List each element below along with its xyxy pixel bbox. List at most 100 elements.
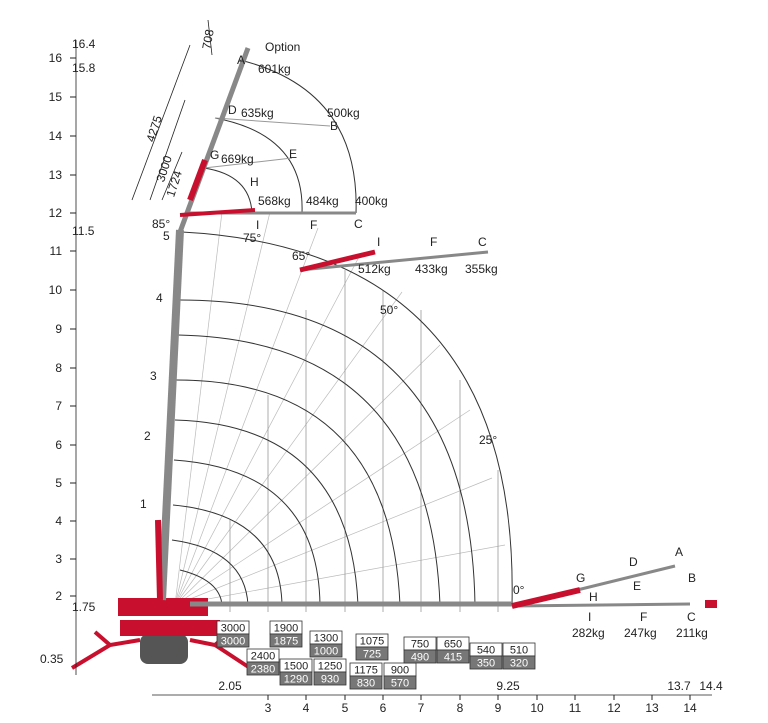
x-tick-13: 13: [645, 701, 659, 715]
fly-jib-upper-cap-2: 500kg: [327, 106, 360, 120]
fly-jib-upper-cap-4: 568kg: [258, 194, 291, 208]
y-tick-3: 3: [55, 552, 62, 566]
capacity-top-2: 1900: [274, 623, 298, 635]
x-tick-labels: 3 4 5 6 7 8 9 10 11 12 13 14: [265, 695, 697, 715]
angle-0: 85°: [152, 217, 170, 231]
y-tick-8: 8: [55, 361, 62, 375]
y-tick-6: 6: [55, 438, 62, 452]
y-tick-7: 7: [55, 399, 62, 413]
point-F-2: F: [640, 610, 647, 624]
point-H-1: H: [589, 590, 598, 604]
point-C-1: C: [478, 235, 487, 249]
angle-4: 25°: [479, 433, 497, 447]
x-tick-3: 3: [265, 701, 272, 715]
y-special-1: 15.8: [72, 61, 96, 75]
capacity-top-7: 1175: [354, 665, 378, 677]
fly-jib-mid-cap-0: 512kg: [358, 262, 391, 276]
point-E-0: E: [289, 147, 297, 161]
point-I-1: I: [377, 235, 380, 249]
dimension-708: 708: [199, 28, 216, 50]
fly-jib-lower-cap-2: 211kg: [676, 626, 708, 640]
point-F-1: F: [430, 235, 437, 249]
fly-jib-upper-cap-6: 400kg: [355, 194, 388, 208]
point-I-0: I: [256, 218, 259, 232]
option-label: Option: [265, 40, 300, 54]
y-special-3: 1.75: [72, 600, 96, 614]
capacity-bottom-11: 350: [477, 658, 495, 670]
fly-jib-arcs: [185, 59, 357, 214]
point-C-0: C: [354, 217, 363, 231]
y-tick-14: 14: [49, 129, 63, 143]
slewing-base: [118, 598, 208, 616]
point-4-0: 4: [156, 291, 163, 305]
angle-2: 65°: [292, 249, 310, 263]
fly-jib-raised: [177, 47, 251, 233]
point-H-0: H: [250, 175, 259, 189]
x-special-2: 13.7: [667, 679, 691, 693]
x-special-labels: 2.05 9.25 13.7 14.4: [218, 679, 723, 693]
point-B-0: B: [330, 119, 338, 133]
y-special-labels: 16.4 15.8 11.5 1.75 0.35: [40, 37, 96, 666]
capacity-top-10: 650: [444, 639, 462, 651]
capacity-top-0: 3000: [221, 623, 245, 635]
angle-1: 75°: [243, 231, 261, 245]
x-special-0: 2.05: [218, 679, 242, 693]
point-G-1: G: [576, 571, 585, 585]
main-boom: [158, 229, 184, 601]
point-A-0: A: [237, 53, 245, 67]
y-special-0: 16.4: [72, 37, 96, 51]
capacity-labels: 601kg 635kg 500kg 669kg 568kg 484kg 400kg 512kg…: [221, 62, 708, 640]
capacity-top-5: 1250: [318, 661, 342, 673]
angle-labels: 85° 75° 65° 50° 25° 0°: [152, 217, 525, 597]
y-tick-15: 15: [49, 90, 63, 104]
dimension-4275: 4275: [143, 114, 165, 144]
y-tick-13: 13: [49, 168, 63, 182]
capacity-bottom-2: 1875: [274, 636, 298, 648]
x-tick-7: 7: [418, 701, 425, 715]
point-A-1: A: [675, 545, 683, 559]
y-tick-5: 5: [55, 476, 62, 490]
y-tick-2: 2: [55, 589, 62, 603]
capacity-bottom-9: 490: [411, 652, 429, 664]
fly-jib-mid-cap-2: 355kg: [465, 262, 498, 276]
y-special-4: 0.35: [40, 652, 64, 666]
x-special-1: 9.25: [496, 679, 520, 693]
capacity-bottom-7: 830: [357, 678, 375, 690]
fly-jib-lower-cap-0: 282kg: [572, 626, 605, 640]
capacity-top-8: 900: [391, 665, 409, 677]
point-B-lower: B: [688, 571, 696, 585]
angle-3: 50°: [380, 303, 398, 317]
fly-jib-upper-cap-3: 669kg: [221, 152, 254, 166]
x-tick-5: 5: [342, 701, 349, 715]
x-tick-12: 12: [607, 701, 621, 715]
capacity-bottom-6: 725: [363, 649, 381, 661]
capacity-bottom-1: 2380: [251, 664, 275, 676]
crawler-track: [140, 634, 188, 664]
capacity-bottom-0: 3000: [221, 636, 245, 648]
fly-jib-65: [299, 250, 489, 272]
point-E-1: E: [633, 579, 641, 593]
x-tick-4: 4: [303, 701, 310, 715]
fly-jib-lower-cap-1: 247kg: [624, 626, 657, 640]
x-tick-14: 14: [683, 701, 697, 715]
x-special-3: 14.4: [699, 679, 723, 693]
point-2-0: 2: [144, 429, 151, 443]
x-tick-10: 10: [530, 701, 544, 715]
capacity-tables: 3000300024002380190018751500129013001000…: [216, 620, 536, 690]
y-tick-4: 4: [55, 514, 62, 528]
point-D-0: D: [228, 103, 237, 117]
point-1-0: 1: [140, 497, 147, 511]
y-tick-labels: 2 3 4 5 6 7 8 9 10 11 12 13 14 15 16: [49, 51, 76, 603]
y-tick-9: 9: [55, 322, 62, 336]
